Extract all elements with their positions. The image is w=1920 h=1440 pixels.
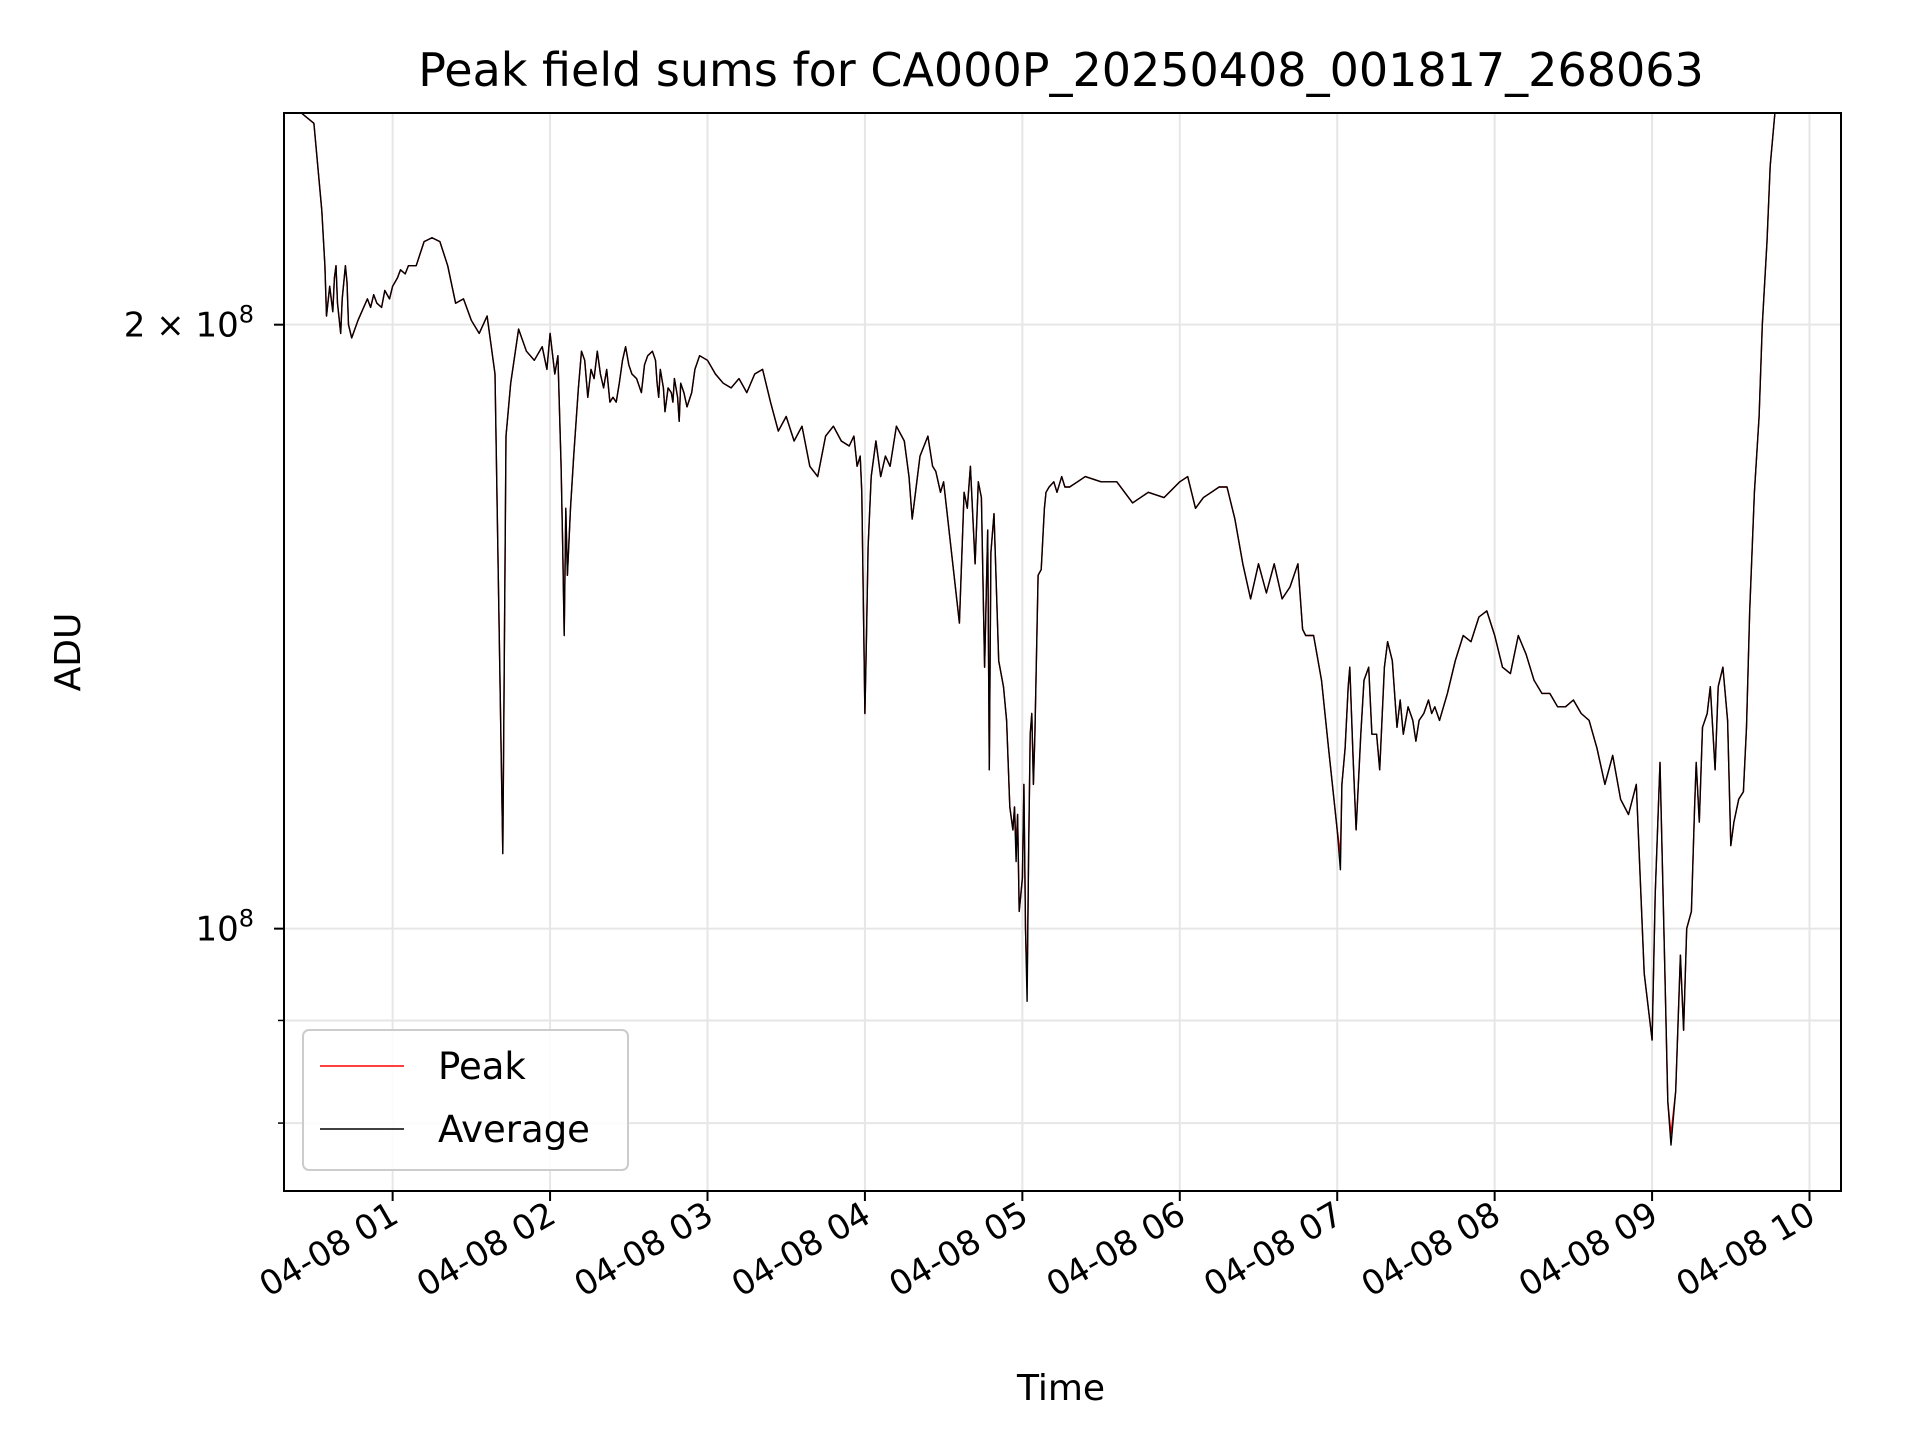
series-group xyxy=(284,113,1778,1146)
legend-label-peak: Peak xyxy=(438,1045,526,1088)
y-axis-label: ADU xyxy=(48,613,89,692)
y-axis: 108 2 × 108 xyxy=(124,301,284,1124)
plot-frame xyxy=(283,112,1842,1192)
series-line-average xyxy=(284,113,1778,1146)
grid xyxy=(284,113,1841,1191)
legend-label-average: Average xyxy=(438,1108,590,1151)
legend-box xyxy=(302,1029,629,1171)
y-tick-label: 108 xyxy=(195,905,254,950)
x-axis-label: Time xyxy=(1016,1368,1105,1409)
legend: Peak Average xyxy=(302,1029,629,1171)
chart-title: Peak field sums for CA000P_20250408_0018… xyxy=(418,43,1704,97)
y-tick-label: 2 × 108 xyxy=(124,301,254,346)
